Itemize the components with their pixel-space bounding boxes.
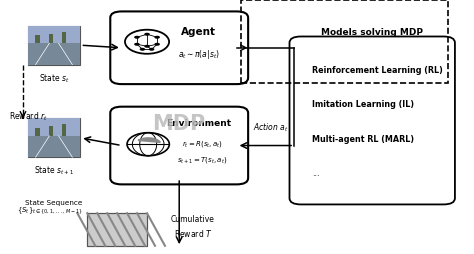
Bar: [36, 128, 40, 136]
Circle shape: [155, 36, 160, 39]
Text: Models solving MDP: Models solving MDP: [321, 28, 423, 37]
Bar: [62, 31, 66, 43]
Text: ...: ...: [312, 169, 320, 178]
Text: Cumulative
Reward $T$: Cumulative Reward $T$: [171, 215, 215, 239]
Text: $r_t = R(s_t, a_t)$: $r_t = R(s_t, a_t)$: [182, 139, 223, 149]
Bar: [27, 118, 81, 136]
Text: MDP: MDP: [153, 114, 206, 134]
Circle shape: [134, 36, 140, 39]
Circle shape: [144, 33, 150, 36]
Bar: [49, 34, 53, 43]
FancyBboxPatch shape: [110, 107, 248, 184]
Circle shape: [149, 48, 155, 51]
Bar: [27, 118, 81, 157]
Text: Reward $r_t$: Reward $r_t$: [9, 110, 48, 123]
Bar: [62, 124, 66, 136]
Bar: [36, 36, 40, 43]
Circle shape: [144, 45, 150, 48]
Bar: [241, 0, 448, 83]
Bar: [49, 126, 53, 136]
Bar: [27, 43, 81, 65]
Text: Action $a_t$: Action $a_t$: [253, 122, 289, 134]
Circle shape: [140, 48, 145, 51]
Text: $a_t \sim \pi(a|s_t)$: $a_t \sim \pi(a|s_t)$: [178, 49, 219, 61]
Text: State $s_t$: State $s_t$: [38, 72, 69, 85]
Text: Agent: Agent: [181, 27, 216, 37]
Bar: [27, 26, 81, 43]
FancyBboxPatch shape: [290, 37, 455, 204]
Bar: [27, 26, 81, 65]
Text: $\{S_t\}_{t\in\{0,1,...,M-1\}}$: $\{S_t\}_{t\in\{0,1,...,M-1\}}$: [17, 205, 82, 216]
Polygon shape: [138, 138, 160, 142]
Text: State Sequence: State Sequence: [25, 200, 82, 206]
Text: Multi-agent RL (MARL): Multi-agent RL (MARL): [312, 135, 415, 144]
Bar: [87, 213, 147, 246]
Text: Environment: Environment: [166, 119, 231, 128]
Bar: [27, 136, 81, 157]
Text: Reinforcement Learning (RL): Reinforcement Learning (RL): [312, 66, 443, 75]
Text: $s_{t+1} = T(s_t, a_t)$: $s_{t+1} = T(s_t, a_t)$: [177, 155, 228, 165]
Circle shape: [155, 43, 160, 46]
Text: Imitation Learning (IL): Imitation Learning (IL): [312, 100, 415, 109]
Bar: [87, 213, 147, 246]
FancyBboxPatch shape: [110, 11, 248, 84]
Text: State $s_{t+1}$: State $s_{t+1}$: [34, 165, 74, 177]
Circle shape: [134, 43, 140, 46]
